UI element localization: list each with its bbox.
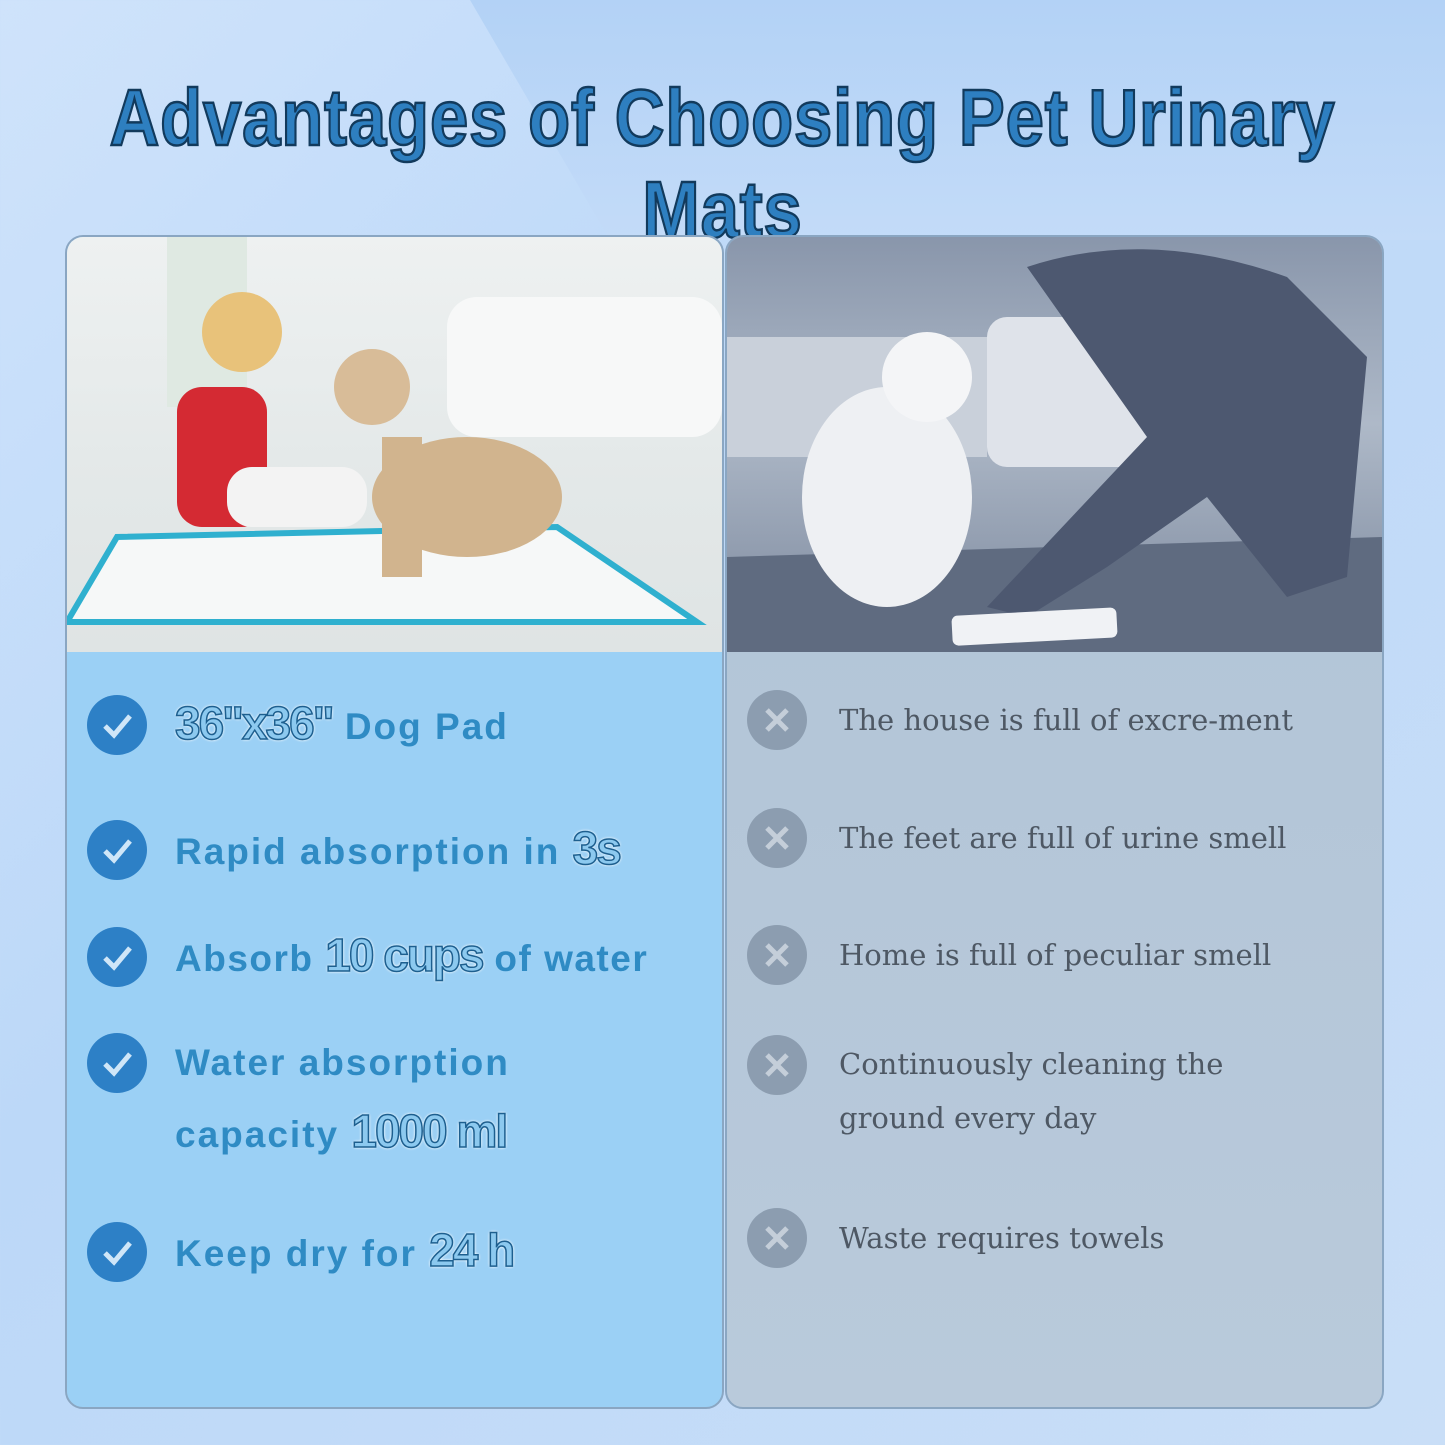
item-text: Absorb [175,938,326,979]
check-circle-icon [87,1033,147,1093]
item-text: ground every day [839,1101,1097,1135]
child-with-dog-photo [67,237,722,652]
woman-poodle-illustration [727,249,1382,652]
background-shape [470,0,1445,240]
item-text: Rapid absorption in [175,831,573,872]
item-text: Home is full of peculiar smell [839,938,1272,972]
item-text: capacity [175,1114,352,1155]
list-item: Absorb 10 cups of water [87,921,648,993]
item-text: Continuously cleaning the [839,1047,1224,1081]
item-text: Keep dry for [175,1233,430,1274]
list-item: Home is full of peculiar smell [747,925,1271,985]
item-text: Waste requires towels [839,1221,1165,1255]
woman-cleaning-photo [727,237,1382,652]
page-title: Advantages of Choosing Pet Urinary Mats [109,72,1336,256]
highlight-capacity: 1000 ml [351,1104,509,1158]
x-circle-icon [747,1035,807,1095]
advantages-panel: 36"x36" Dog Pad Rapid absorption in 3s A… [65,235,724,1409]
list-item: Rapid absorption in 3s [87,814,623,886]
list-item: Keep dry for 24 h [87,1216,516,1288]
list-item: 36"x36" Dog Pad [87,689,509,761]
list-item: Water absorption capacity 1000 ml [87,1033,510,1169]
item-text: Dog Pad [332,706,509,747]
x-circle-icon [747,690,807,750]
check-circle-icon [87,1222,147,1282]
highlight-time: 3s [572,821,623,875]
highlight-cups: 10 cups [325,928,486,982]
x-circle-icon [747,1208,807,1268]
list-item: Continuously cleaning the ground every da… [747,1035,1223,1145]
highlight-size: 36"x36" [174,696,335,750]
item-text: The house is full of excre-ment [839,703,1294,737]
check-circle-icon [87,927,147,987]
list-item: The house is full of excre-ment [747,690,1293,750]
item-text: Water absorption [175,1042,510,1083]
x-circle-icon [747,925,807,985]
item-text: The feet are full of urine smell [839,821,1287,855]
check-circle-icon [87,695,147,755]
list-item: Waste requires towels [747,1208,1164,1268]
check-circle-icon [87,820,147,880]
child-dog-illustration [67,237,722,625]
item-text: of water [482,938,649,979]
highlight-duration: 24 h [428,1223,516,1277]
x-circle-icon [747,808,807,868]
disadvantages-panel: The house is full of excre-ment The feet… [725,235,1384,1409]
list-item: The feet are full of urine smell [747,808,1286,868]
